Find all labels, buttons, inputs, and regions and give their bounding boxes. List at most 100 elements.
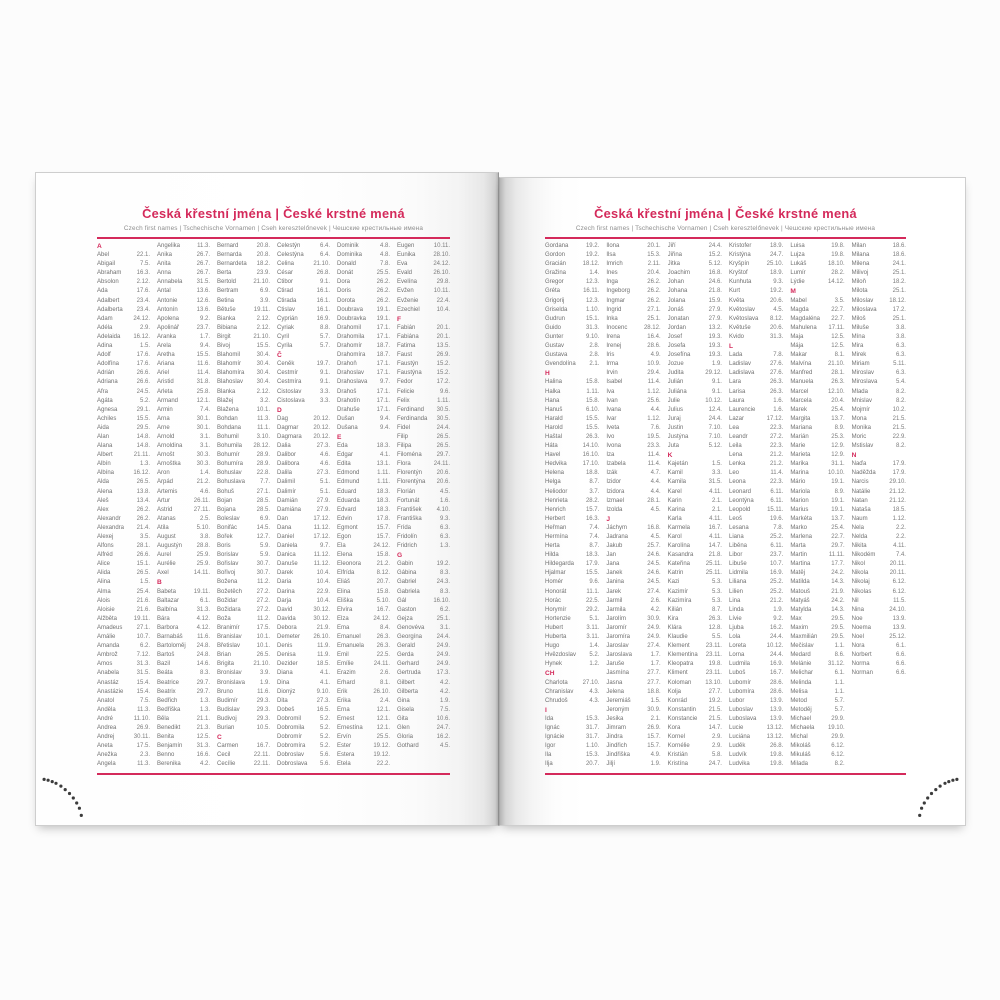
name-entry: Edmond 1.11.	[337, 469, 390, 478]
name-day-date: 6.3.	[895, 343, 906, 350]
name-day-date: 5.3.	[711, 588, 722, 595]
name-day-date: 18.7.	[376, 352, 390, 359]
first-name: Evžen	[397, 288, 414, 295]
first-name: Izák	[606, 470, 618, 477]
name-entry: Elina 15.8.	[337, 588, 390, 597]
name-day-date: 27.7.	[708, 688, 722, 695]
name-entry: Irena 16.4.	[606, 333, 660, 342]
name-day-date: 26.11.	[193, 497, 210, 504]
name-day-date: 26.3.	[769, 379, 784, 386]
name-entry: Larisa 26.3.	[729, 388, 783, 397]
first-name: Drahoslava	[337, 379, 368, 386]
first-name: Josefa	[667, 343, 686, 350]
name-entry: Gunter 9.10.	[545, 333, 599, 342]
name-entry: Dalimír 5.1.	[277, 488, 330, 497]
first-name: Cecil	[217, 752, 231, 759]
name-entry: Adriana 26.6.	[97, 378, 150, 387]
name-day-date: 24.4.	[708, 415, 722, 422]
first-name: Gerhard	[397, 661, 420, 668]
first-name: Dalimil	[277, 479, 295, 486]
first-name: Nora	[851, 643, 865, 650]
name-entry: Manfred 28.1.	[790, 369, 844, 378]
name-entry: Jana 24.5.	[606, 560, 660, 569]
name-day-date: 22.1.	[136, 252, 150, 259]
name-entry: Melánie 31.12.	[790, 660, 844, 669]
name-entry: Gordana 19.2.	[545, 242, 599, 251]
name-entry: Alois 21.6.	[97, 597, 150, 606]
name-day-date: 25.2.	[769, 588, 784, 595]
name-entry: Lazar 17.12.	[729, 415, 783, 424]
name-day-date: 4.1.	[319, 679, 330, 686]
name-entry: Judita 29.12.	[668, 369, 722, 378]
name-day-date: 16.3.	[585, 515, 600, 522]
name-day-date: 25.1.	[892, 315, 906, 322]
first-name: Erhard	[337, 679, 356, 686]
first-name: Hanuš	[545, 406, 563, 413]
name-entry: Dan 17.12.	[277, 515, 330, 524]
first-name: Ivar	[606, 415, 617, 422]
first-name: Abraham	[97, 270, 122, 277]
name-entry: Gisela 7.5.	[397, 706, 450, 715]
first-name: Gál	[397, 597, 407, 604]
name-entry: Ilona 20.1.	[606, 242, 660, 251]
first-name: Annabela	[157, 279, 183, 286]
name-entry: Ezechiel 10.4.	[397, 306, 450, 315]
name-entry: Budimír 29.3.	[217, 697, 270, 706]
name-day-date: 29.5.	[831, 634, 845, 641]
first-name: Maxmilián	[790, 634, 818, 641]
first-name: Karmela	[667, 524, 690, 531]
name-entry: Honorát 11.1.	[545, 588, 599, 597]
name-entry: Ivar 1.12.	[606, 415, 660, 424]
first-name: Anita	[157, 261, 171, 268]
name-entry: Adéla 2.9.	[97, 324, 150, 333]
name-entry: Gerda 24.9.	[397, 651, 450, 660]
name-entry: Naděžda 17.9.	[852, 469, 906, 478]
name-entry: Miloň 18.2.	[852, 278, 906, 287]
name-day-date: 26.7.	[196, 252, 210, 259]
name-entry: Bořislav 30.7.	[217, 560, 270, 569]
first-name: Fidel	[397, 424, 411, 431]
first-name: Manfred	[790, 370, 813, 377]
first-name: Chranislav	[545, 688, 574, 695]
name-day-date: 27.7.	[647, 670, 661, 677]
name-day-date: 7.4.	[199, 406, 210, 413]
name-entry: Karmela 16.7.	[668, 524, 722, 533]
name-day-date: 1.9.	[650, 761, 661, 768]
name-day-date: 28.2.	[585, 497, 600, 504]
name-entry: Ctirad 16.1.	[277, 287, 330, 296]
first-name: Ida	[545, 715, 554, 722]
name-day-date: 5.12.	[708, 261, 722, 268]
name-day-date: 11.5.	[893, 597, 906, 604]
name-day-date: 19.6.	[769, 515, 784, 522]
name-day-date: 18.12.	[889, 297, 906, 304]
name-entry: Adam 24.12.	[97, 315, 150, 324]
name-entry: Nikol 20.11.	[852, 560, 906, 569]
first-name: Kajetán	[667, 461, 689, 468]
name-entry: Dora 26.2.	[337, 278, 390, 287]
name-entry: Juliána 9.1.	[668, 388, 722, 397]
name-entry: Edvard 18.3.	[337, 506, 390, 515]
name-entry: Bětuše 19.11.	[217, 306, 270, 315]
first-name: Magdaléna	[790, 315, 821, 322]
name-day-date: 10.9.	[647, 361, 661, 368]
first-name: Arnoštka	[157, 461, 181, 468]
name-entry: Michal 29.9.	[790, 733, 844, 742]
name-entry: Dobroslav 5.6.	[277, 751, 330, 760]
first-name: Božena	[217, 579, 238, 586]
name-entry: Čistoslava 3.3.	[277, 397, 330, 406]
name-entry: Benno 16.6.	[157, 751, 210, 760]
first-name: Artur	[157, 497, 171, 504]
name-day-date: 28.10.	[433, 252, 450, 259]
name-day-date: 8.3.	[439, 588, 450, 595]
name-day-date: 15.7.	[647, 734, 661, 741]
first-name: Melinda	[790, 679, 812, 686]
name-entry: Anika 26.7.	[157, 251, 210, 260]
name-entry: Julián 9.1.	[668, 378, 722, 387]
name-day-date: 26.7.	[196, 270, 210, 277]
name-entry: Beáta 8.3.	[157, 669, 210, 678]
name-day-date: 9.2.	[199, 315, 210, 322]
name-day-date: 20.8.	[256, 252, 270, 259]
name-day-date: 22.7.	[831, 534, 845, 540]
name-entry: Budislav 29.3.	[217, 706, 270, 715]
name-entry: Nikolaj 6.12.	[852, 578, 906, 587]
